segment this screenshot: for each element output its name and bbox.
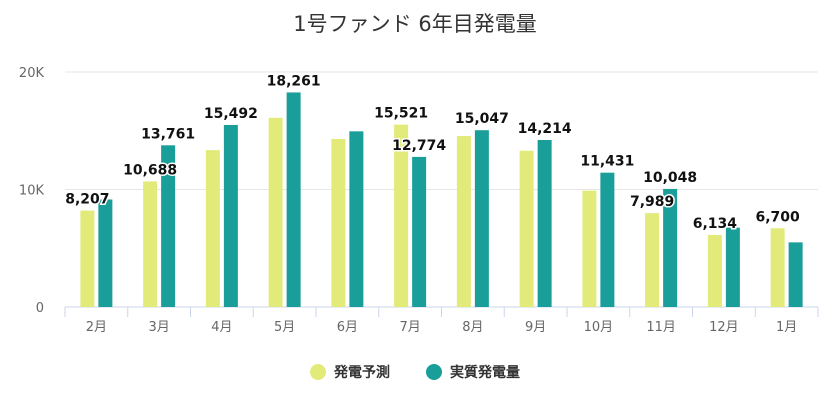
x-tick-label: 10月 <box>584 320 614 335</box>
data-label: 8,207 <box>65 192 109 208</box>
data-label: 14,214 <box>518 121 572 137</box>
y-tick-label: 10K <box>19 184 45 199</box>
legend-item-forecast[interactable]: 発電予測 <box>310 362 390 382</box>
legend: 発電予測 実質発電量 <box>0 362 830 382</box>
legend-label-actual: 実質発電量 <box>450 365 520 381</box>
bar-forecast <box>456 136 471 307</box>
data-label: 6,134 <box>693 216 738 232</box>
x-tick-label: 2月 <box>86 320 107 335</box>
x-tick-label: 12月 <box>709 320 739 335</box>
bar-actual <box>223 124 238 308</box>
x-tick-label: 3月 <box>148 320 169 335</box>
bar-actual <box>788 242 803 307</box>
x-tick-label: 5月 <box>274 320 295 335</box>
legend-marker-forecast <box>310 364 326 380</box>
bar-forecast <box>707 234 722 307</box>
data-label: 12,774 <box>392 138 446 154</box>
x-tick-label: 6月 <box>337 320 358 335</box>
data-label: 6,700 <box>755 209 800 225</box>
data-label: 15,492 <box>204 106 258 122</box>
bar-actual <box>98 199 113 307</box>
bar-forecast <box>80 210 95 307</box>
bar-forecast <box>205 150 220 307</box>
bar-actual <box>474 130 489 307</box>
bar-actual <box>725 227 740 307</box>
bar-forecast <box>645 213 660 307</box>
bar-actual <box>286 92 301 307</box>
chart-title: 1号ファンド 6年目発電量 <box>293 12 537 36</box>
x-tick-label: 4月 <box>211 320 232 335</box>
data-label: 15,047 <box>455 111 509 127</box>
bar-actual <box>600 172 615 307</box>
data-label: 11,431 <box>580 154 634 170</box>
bar-forecast <box>770 228 785 307</box>
x-tick-label: 1月 <box>776 320 797 335</box>
x-tick-label: 8月 <box>462 320 483 335</box>
bar-actual <box>663 188 678 307</box>
data-label: 10,688 <box>123 162 177 178</box>
legend-item-actual[interactable]: 実質発電量 <box>426 362 520 382</box>
legend-marker-actual <box>426 364 442 380</box>
x-tick-label: 7月 <box>399 320 420 335</box>
legend-label-forecast: 発電予測 <box>334 365 390 381</box>
bar-forecast <box>519 150 534 307</box>
y-tick-label: 20K <box>19 66 45 81</box>
x-tick-label: 9月 <box>525 320 546 335</box>
bar-actual <box>349 131 364 307</box>
data-label: 7,989 <box>630 194 674 210</box>
y-tick-label: 0 <box>36 301 44 316</box>
x-tick-label: 11月 <box>646 320 676 335</box>
bar-forecast <box>143 181 158 307</box>
bar-actual <box>161 145 176 307</box>
data-label: 18,261 <box>267 73 321 89</box>
data-label: 10,048 <box>643 170 697 186</box>
bar-actual <box>537 139 552 307</box>
bar-forecast <box>394 124 409 307</box>
bar-forecast <box>582 190 597 307</box>
data-label: 13,761 <box>141 126 195 142</box>
bar-actual <box>412 156 427 307</box>
bar-forecast <box>331 138 346 307</box>
data-label: 15,521 <box>374 106 428 122</box>
bar-forecast <box>268 117 283 307</box>
